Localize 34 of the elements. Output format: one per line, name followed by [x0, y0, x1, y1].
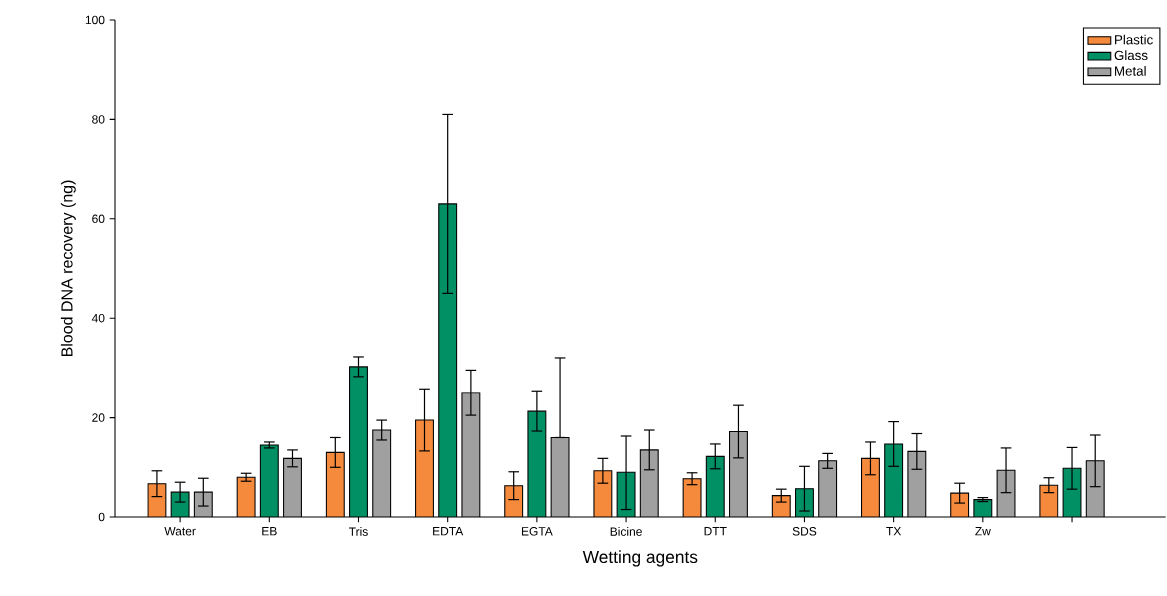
- bar: [438, 203, 457, 517]
- y-tick-label: 20: [92, 413, 105, 422]
- x-tick-label: EGTA: [521, 527, 553, 536]
- x-tick-label: TX: [886, 527, 902, 536]
- bar: [1062, 467, 1082, 517]
- y-tick-label: 80: [92, 115, 105, 124]
- bar: [706, 456, 725, 517]
- x-tick-label: Zw: [975, 527, 991, 536]
- x-tick-label: SDS: [792, 527, 817, 536]
- bar: [1085, 460, 1105, 517]
- y-axis-title: Blood DNA recovery (ng): [60, 180, 76, 357]
- bar: [461, 392, 480, 517]
- y-tick-label: 100: [85, 15, 105, 25]
- bar: [884, 443, 903, 517]
- x-tick-label: Tris: [348, 527, 368, 536]
- x-tick-label: Water: [164, 527, 196, 536]
- y-tick-label: 60: [92, 214, 105, 224]
- bar: [818, 460, 837, 517]
- x-axis-title: Wetting agents: [582, 550, 698, 567]
- y-tick-label: 0: [98, 512, 105, 522]
- bar: [729, 431, 748, 517]
- bar: [640, 449, 659, 517]
- x-tick-label: EB: [262, 527, 277, 536]
- x-tick-label: DTT: [704, 527, 727, 536]
- bar: [260, 444, 279, 517]
- legend-label: Plastic: [1115, 34, 1153, 45]
- legend-label: Glass: [1114, 50, 1148, 61]
- bar: [372, 430, 391, 517]
- legend-label: Metal: [1115, 65, 1146, 76]
- bar: [349, 366, 368, 517]
- x-tick-label: EDTA: [433, 527, 464, 536]
- y-tick-label: 40: [91, 313, 105, 323]
- x-tick-label: Bicine: [610, 527, 642, 536]
- bar: [283, 458, 302, 517]
